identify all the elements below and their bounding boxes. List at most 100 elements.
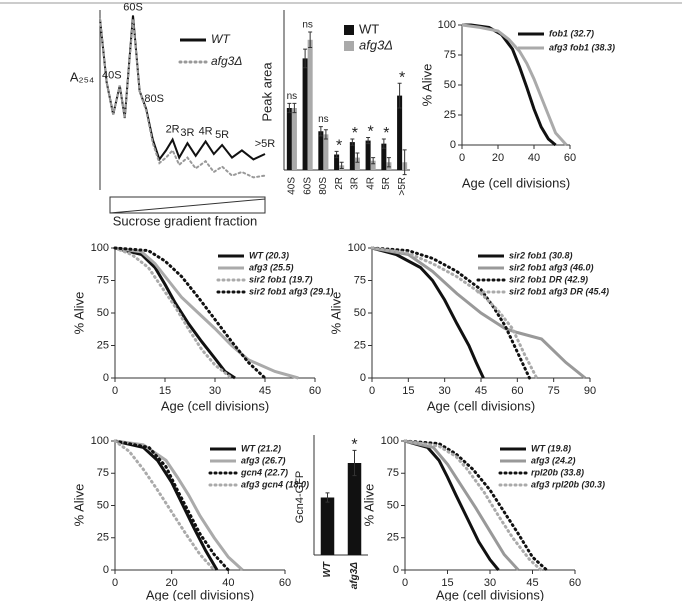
y-tick-label: 50 — [387, 499, 399, 511]
series-line — [371, 246, 587, 380]
bar — [365, 140, 371, 170]
peak-label: >5R — [255, 138, 276, 150]
x-tick-label: 30 — [484, 577, 496, 589]
legend-label: sir2 fob1 DR (42.9) — [509, 274, 588, 284]
bar — [347, 463, 362, 555]
x-tick-label: 60 — [309, 385, 321, 397]
x-tick-label: 0 — [402, 577, 408, 589]
x-tick-label: 15 — [441, 577, 453, 589]
y-tick-label: 100 — [438, 19, 456, 31]
x-tick-label: 60S — [302, 177, 313, 195]
y-tick-label: 25 — [444, 109, 456, 121]
series-line — [99, 18, 266, 179]
error-bar — [308, 31, 313, 49]
legend-label: afg3 fob1 (38.3) — [549, 42, 615, 52]
x-axis-label: Age (cell divisions) — [146, 587, 254, 601]
legend-swatch — [344, 41, 354, 51]
x-tick-label: WT — [322, 561, 333, 577]
x-tick-label: 45 — [259, 385, 271, 397]
error-bar — [318, 126, 323, 137]
x-tick-label: 30 — [439, 385, 451, 397]
legend-label: sir2 fob1 (30.8) — [509, 250, 573, 260]
x-tick-label: 40S — [287, 177, 298, 195]
x-tick-label: 40 — [528, 152, 540, 164]
x-tick-label: 0 — [369, 385, 375, 397]
y-tick-label: 25 — [354, 339, 366, 351]
y-axis-label: Peak area — [259, 62, 274, 122]
legend-label: WT — [211, 32, 231, 46]
x-tick-label: 15 — [159, 385, 171, 397]
y-axis-label: % Alive — [71, 484, 86, 527]
x-axis-label: Age (cell divisions) — [462, 175, 570, 190]
legend-label: rpl20b (33.8) — [531, 467, 584, 477]
significance-label: * — [399, 69, 405, 86]
error-bar — [366, 136, 371, 145]
bar — [286, 108, 292, 170]
series-line — [113, 246, 234, 380]
x-axis-label: Age (cell divisions) — [427, 398, 535, 413]
y-tick-label: 0 — [393, 564, 399, 576]
significance-label: * — [336, 138, 342, 155]
y-axis-label: % Alive — [419, 64, 434, 107]
error-bar — [397, 82, 402, 109]
y-tick-label: 75 — [444, 49, 456, 61]
y-tick-label: 100 — [381, 435, 399, 447]
series-line — [462, 23, 557, 147]
x-tick-label: 80S — [318, 177, 329, 195]
significance-label: ns — [302, 20, 313, 31]
x-axis-label: Age (cell divisions) — [436, 587, 544, 601]
series-line — [114, 439, 219, 571]
error-bar — [355, 152, 360, 163]
legend-label: sir2 fob1 afg3 (29.1) — [249, 286, 334, 296]
x-tick-label: 45 — [526, 577, 538, 589]
legend-label: gcn4 (22.7) — [240, 467, 288, 477]
y-tick-label: 100 — [91, 242, 109, 254]
peak-label: 4R — [199, 125, 213, 137]
error-bar — [339, 161, 344, 169]
bar — [334, 154, 340, 170]
y-tick-label: 50 — [97, 499, 109, 511]
y-axis-label: Gcn4-GFP — [294, 471, 306, 524]
peak-label: 3R — [180, 127, 194, 139]
x-tick-label: 60 — [279, 577, 291, 589]
significance-label: * — [351, 437, 357, 454]
legend-label: sir2 fob1 afg3 (46.0) — [509, 262, 594, 272]
legend-label: WT — [359, 21, 379, 36]
series-line — [114, 246, 299, 380]
series-line — [113, 439, 230, 572]
x-tick-label: 4R — [365, 177, 376, 190]
error-bar — [386, 157, 391, 168]
y-axis-label: A₂₅₄ — [70, 69, 94, 84]
error-bar — [334, 150, 339, 159]
series-line — [403, 439, 549, 572]
legend-label: fob1 (32.7) — [549, 28, 594, 38]
legend-label: afg3 (26.7) — [241, 455, 286, 465]
y-tick-label: 75 — [354, 274, 366, 286]
error-bar — [381, 138, 386, 149]
x-axis-label: Sucrose gradient fraction — [113, 213, 258, 228]
bar — [349, 142, 355, 170]
series-line — [113, 439, 216, 572]
error-bar — [287, 102, 292, 114]
bar — [320, 497, 335, 555]
x-tick-label: 40 — [222, 577, 234, 589]
legend-label: sir2 fob1 afg3 DR (45.4) — [509, 286, 609, 296]
bar — [323, 134, 329, 170]
peak-label: 80S — [144, 93, 164, 105]
x-tick-label: 2R — [334, 177, 345, 190]
y-axis-label: % Alive — [361, 484, 376, 527]
bar — [302, 58, 308, 170]
legend-label: WT (19.8) — [531, 443, 571, 453]
y-tick-label: 100 — [348, 242, 366, 254]
gradient-wedge — [109, 196, 266, 214]
series-line — [403, 439, 543, 572]
bar — [318, 131, 324, 170]
y-tick-label: 25 — [387, 532, 399, 544]
peak-label: 5R — [215, 129, 229, 141]
y-tick-label: 25 — [97, 339, 109, 351]
x-tick-label: >5R — [397, 177, 408, 196]
legend-label: afg3 (24.2) — [531, 455, 576, 465]
x-tick-label: 0 — [112, 577, 118, 589]
y-tick-label: 75 — [387, 467, 399, 479]
